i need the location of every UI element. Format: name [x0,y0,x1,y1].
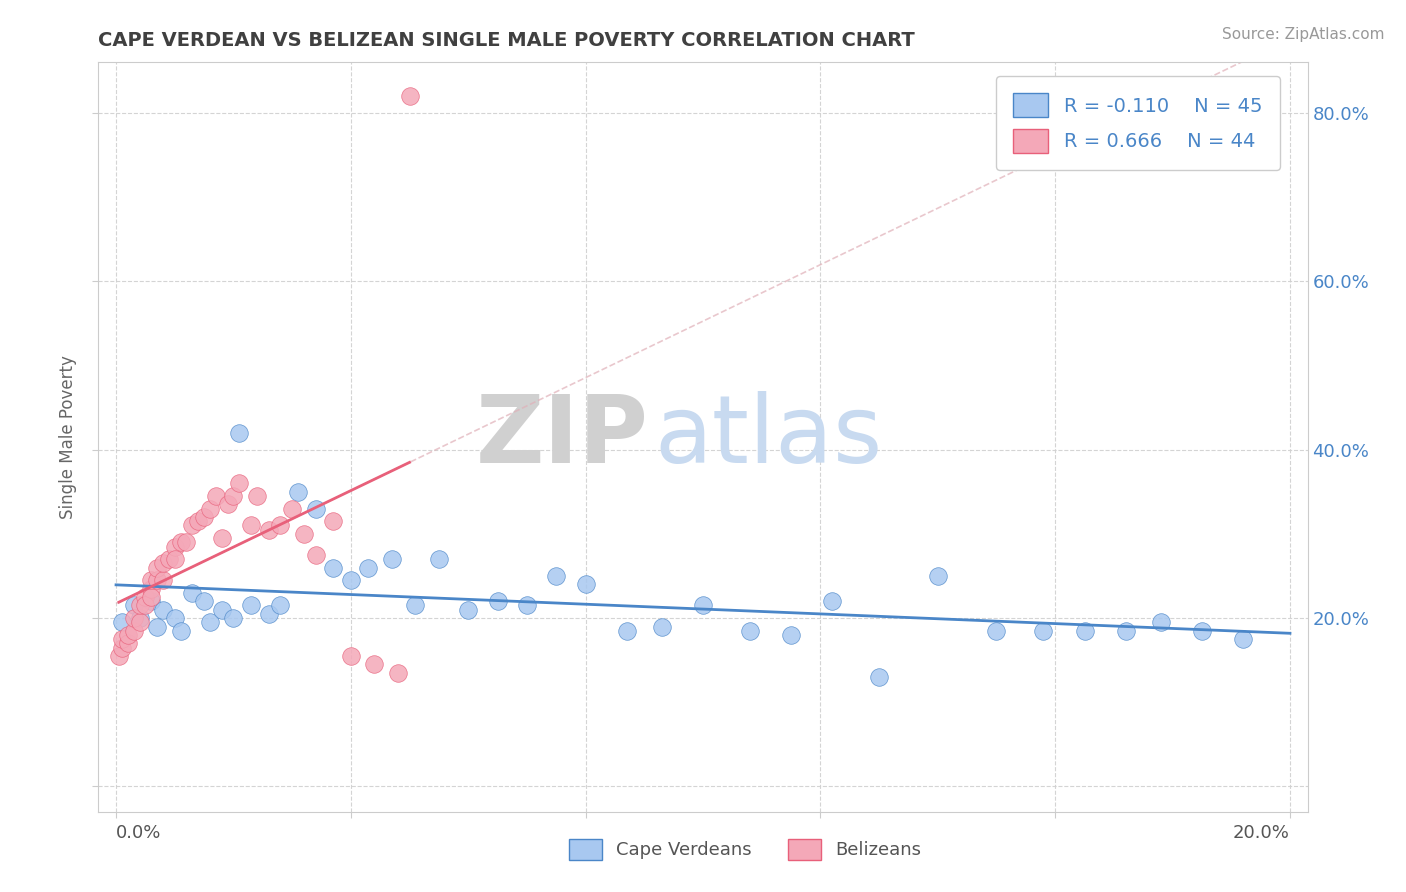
Point [692,599,714,613]
Point [780,628,803,642]
Point [1232,632,1254,647]
Point [357,560,380,574]
Point [204,489,226,503]
Point [128,599,150,613]
Point [927,569,949,583]
Point [269,599,291,613]
Point [152,602,174,616]
Point [117,628,139,642]
Point [287,484,309,499]
Point [292,527,315,541]
Point [575,577,598,591]
Point [269,518,291,533]
Point [181,586,204,600]
Point [146,573,169,587]
Point [141,573,163,587]
Point [134,590,156,604]
Point [181,518,204,533]
Point [169,535,191,549]
Legend: R = -0.110    N = 45, R = 0.666    N = 44: R = -0.110 N = 45, R = 0.666 N = 44 [995,76,1279,170]
Point [821,594,844,608]
Point [363,657,385,672]
Point [169,624,191,638]
Point [257,607,280,621]
Point [128,611,150,625]
Point [304,501,326,516]
Point [228,476,250,491]
Point [1191,624,1213,638]
Point [146,619,169,633]
Point [163,611,186,625]
Point [111,615,134,630]
Point [457,602,479,616]
Point [868,670,890,684]
Point [228,425,250,440]
Point [163,540,186,554]
Point [427,552,450,566]
Point [387,665,409,680]
Point [152,557,174,571]
Point [240,599,263,613]
Y-axis label: Single Male Poverty: Single Male Poverty [59,355,77,519]
Point [1150,615,1173,630]
Point [152,573,174,587]
Point [193,594,215,608]
Point [322,560,344,574]
Point [217,498,239,512]
Point [141,582,163,596]
Point [163,552,186,566]
Point [141,590,163,604]
Text: CAPE VERDEAN VS BELIZEAN SINGLE MALE POVERTY CORRELATION CHART: CAPE VERDEAN VS BELIZEAN SINGLE MALE POV… [98,31,915,50]
Point [122,599,145,613]
Point [222,611,245,625]
Point [111,632,134,647]
Point [198,615,221,630]
Point [198,501,221,516]
Point [381,552,404,566]
Text: ZIP: ZIP [475,391,648,483]
Point [1115,624,1137,638]
Point [986,624,1008,638]
Point [240,518,263,533]
Point [146,560,169,574]
Point [211,602,233,616]
Text: atlas: atlas [655,391,883,483]
Point [281,501,304,516]
Point [134,599,156,613]
Point [122,624,145,638]
Point [340,573,363,587]
Point [141,594,163,608]
Point [304,548,326,562]
Point [128,615,150,630]
Text: 0.0%: 0.0% [117,824,162,842]
Point [340,648,363,663]
Point [322,514,344,528]
Point [1032,624,1054,638]
Point [211,531,233,545]
Point [651,619,673,633]
Legend: Cape Verdeans, Belizeans: Cape Verdeans, Belizeans [562,831,928,867]
Point [486,594,509,608]
Point [157,552,180,566]
Point [187,514,209,528]
Point [176,535,198,549]
Point [546,569,568,583]
Point [117,636,139,650]
Point [122,611,145,625]
Point [246,489,269,503]
Point [516,599,538,613]
Point [193,510,215,524]
Point [222,489,245,503]
Point [108,648,131,663]
Point [738,624,761,638]
Point [404,599,426,613]
Point [111,640,134,655]
Text: 20.0%: 20.0% [1233,824,1289,842]
Point [1073,624,1095,638]
Point [257,523,280,537]
Point [398,89,420,103]
Text: Source: ZipAtlas.com: Source: ZipAtlas.com [1222,27,1385,42]
Point [616,624,638,638]
